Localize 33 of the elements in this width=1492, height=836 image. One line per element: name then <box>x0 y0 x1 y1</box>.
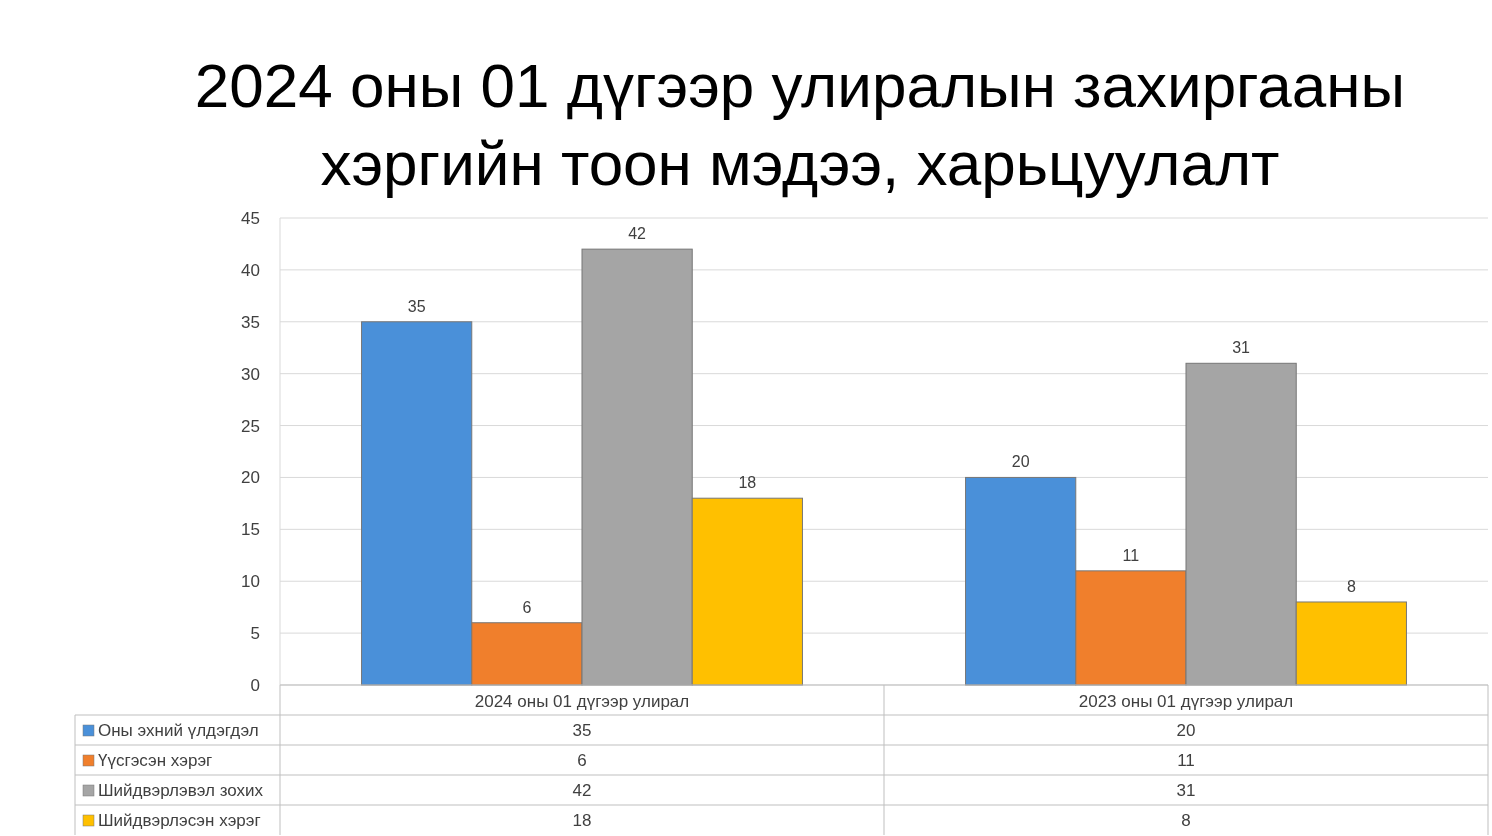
y-tick-label: 40 <box>241 260 260 280</box>
y-tick-label: 0 <box>250 676 260 695</box>
y-tick-label: 15 <box>241 520 260 540</box>
annotation: 31 <box>1232 339 1251 357</box>
y-tick-label: 20 <box>241 468 260 488</box>
y-tick-label: 25 <box>241 416 260 436</box>
legend-label: Шийдвэрлэвэл зохих <box>98 781 264 800</box>
data-label: 20 <box>1176 721 1196 740</box>
legend-label: Оны эхний үлдэгдэл <box>98 721 259 740</box>
data-label: 11 <box>1177 751 1195 770</box>
y-tick-label: 5 <box>250 624 260 644</box>
annotation: 20 <box>1011 453 1030 471</box>
data-label: 8 <box>1181 811 1191 830</box>
y-tick-label: 35 <box>241 312 260 332</box>
data-label: 6 <box>577 751 587 770</box>
y-tick-label: 10 <box>241 572 260 592</box>
y-tick-label: 30 <box>241 364 260 384</box>
data-label: 35 <box>572 721 592 740</box>
annotation: 42 <box>628 225 647 243</box>
data-label: 42 <box>572 781 592 800</box>
data-label: 18 <box>572 811 592 830</box>
annotation: 6 <box>522 598 532 616</box>
annotation: 11 <box>1122 546 1140 564</box>
annotation: 8 <box>1346 577 1356 595</box>
chart-title: 2024 оны 01 дүгээр улиралын захиргааны хэргийн тоон мэдээ, харьцуулалт <box>194 51 1406 198</box>
x-tick-label: 2023 оны 01 дүгээр улирал <box>1078 692 1294 711</box>
annotation: 35 <box>407 297 426 315</box>
x-tick-label: 2024 оны 01 дүгээр улирал <box>474 692 690 711</box>
data-label: 31 <box>1176 781 1196 800</box>
legend-label: Үүсгэсэн хэрэг <box>98 751 213 770</box>
y-tick-label: 45 <box>241 209 260 228</box>
annotation: 18 <box>738 474 757 492</box>
legend-label: Шийдвэрлэсэн хэрэг <box>98 811 261 830</box>
